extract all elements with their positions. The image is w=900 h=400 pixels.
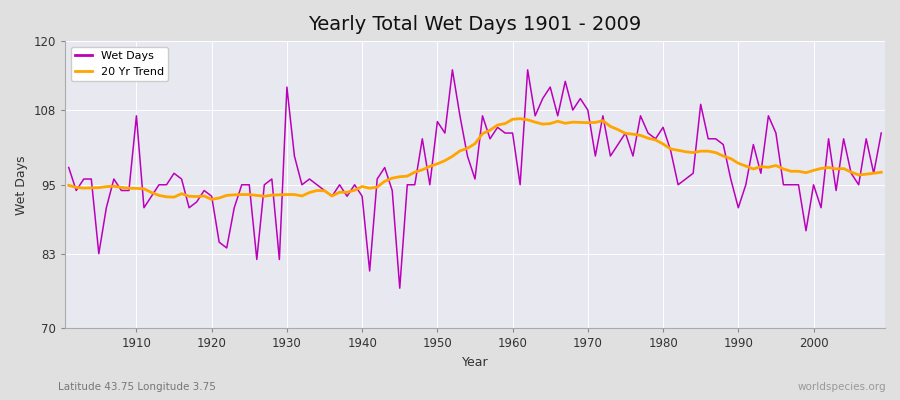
X-axis label: Year: Year	[462, 356, 489, 369]
Legend: Wet Days, 20 Yr Trend: Wet Days, 20 Yr Trend	[70, 47, 168, 81]
Y-axis label: Wet Days: Wet Days	[15, 155, 28, 214]
Title: Yearly Total Wet Days 1901 - 2009: Yearly Total Wet Days 1901 - 2009	[309, 15, 642, 34]
Text: worldspecies.org: worldspecies.org	[798, 382, 886, 392]
Text: Latitude 43.75 Longitude 3.75: Latitude 43.75 Longitude 3.75	[58, 382, 216, 392]
